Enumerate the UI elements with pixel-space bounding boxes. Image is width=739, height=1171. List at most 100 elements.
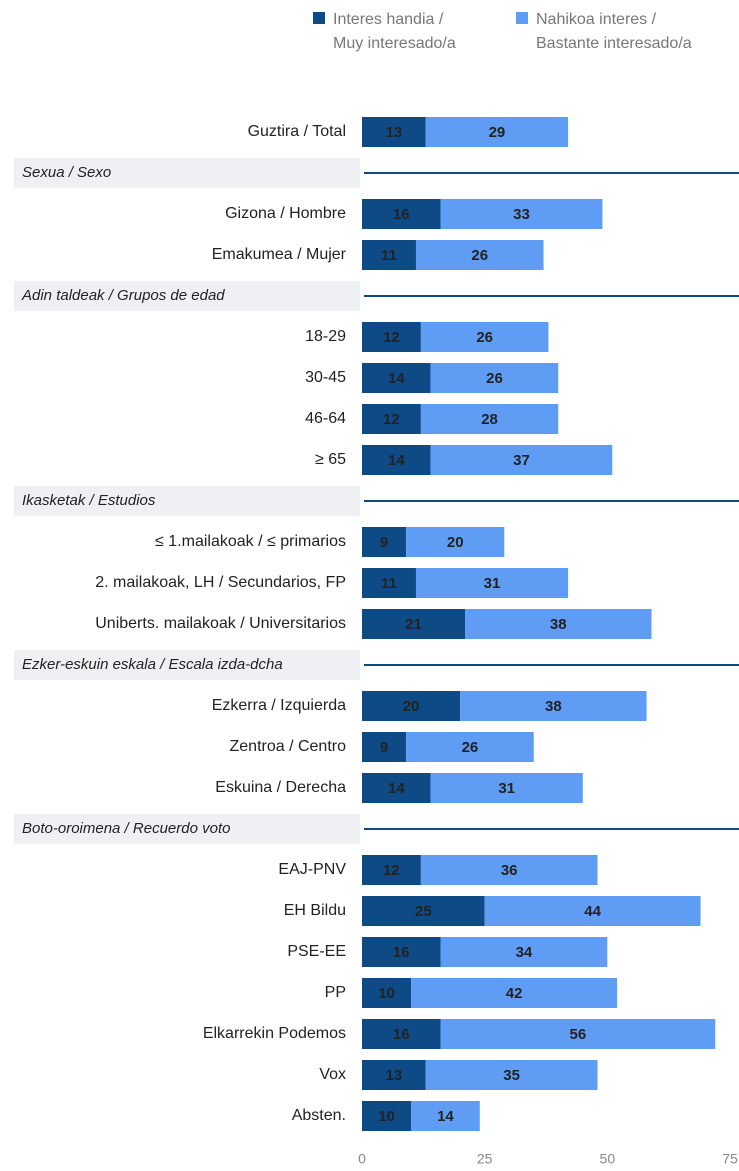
section-header: Sexua / Sexo <box>22 164 111 181</box>
value-label: 38 <box>545 698 562 715</box>
row-label: PP <box>325 984 346 1001</box>
bar-segment <box>362 855 421 885</box>
section-header-bg <box>14 281 360 311</box>
value-label: 26 <box>462 739 479 756</box>
bar-segment <box>484 896 701 926</box>
value-label: 12 <box>383 862 400 879</box>
row-label: 2. mailakoak, LH / Secundarios, FP <box>95 574 346 591</box>
bar-segment <box>440 199 603 229</box>
value-label: 25 <box>415 903 432 920</box>
row-label: Elkarrekin Podemos <box>203 1025 346 1042</box>
bar-segment <box>420 404 559 434</box>
row-label: Absten. <box>292 1107 346 1124</box>
row-label: EH Bildu <box>284 902 346 919</box>
value-label: 13 <box>386 1067 403 1084</box>
bar-segment <box>411 978 618 1008</box>
bar-segment <box>362 1019 441 1049</box>
row-label: Emakumea / Mujer <box>212 246 347 263</box>
row-label: Guztira / Total <box>248 123 346 140</box>
bar-segment <box>406 732 534 762</box>
value-label: 11 <box>381 575 397 592</box>
value-label: 26 <box>486 370 503 387</box>
x-tick-label: 50 <box>600 1151 616 1167</box>
value-label: 12 <box>383 329 400 346</box>
value-label: 38 <box>550 616 567 633</box>
bar-segment <box>425 117 569 147</box>
value-label: 34 <box>516 944 533 961</box>
row-label: EAJ-PNV <box>278 861 346 878</box>
bar-segment <box>440 937 608 967</box>
value-label: 14 <box>388 780 405 797</box>
bar-segment <box>406 527 505 557</box>
row-label: 30-45 <box>305 369 346 386</box>
bar-segment <box>460 691 647 721</box>
value-label: 31 <box>484 575 501 592</box>
bar-segment <box>415 568 569 598</box>
section-header-bg <box>14 650 360 680</box>
bar-segment <box>420 855 598 885</box>
value-label: 14 <box>388 452 405 469</box>
value-label: 21 <box>405 616 422 633</box>
value-label: 33 <box>513 206 530 223</box>
bar-segment <box>362 568 416 598</box>
bar-segment <box>362 1101 412 1131</box>
bar-segment <box>430 363 559 393</box>
value-label: 12 <box>383 411 400 428</box>
value-label: 26 <box>476 329 493 346</box>
bar-segment <box>362 199 441 229</box>
row-label: Zentroa / Centro <box>230 738 347 755</box>
x-tick-label: 75 <box>722 1151 738 1167</box>
row-label: 18-29 <box>305 328 346 345</box>
value-label: 13 <box>386 124 403 141</box>
bar-segment <box>362 937 441 967</box>
value-label: 16 <box>393 1026 410 1043</box>
bar-segment <box>362 978 412 1008</box>
bar-segment <box>411 1101 480 1131</box>
bar-segment <box>465 609 652 639</box>
value-label: 10 <box>378 985 395 1002</box>
bar-segment <box>362 732 407 762</box>
bar-segment <box>425 1060 598 1090</box>
value-label: 26 <box>471 247 488 264</box>
section-header: Ezker-eskuin eskala / Escala izda-dcha <box>22 656 283 673</box>
section-header: Ikasketak / Estudios <box>22 492 156 509</box>
value-label: 14 <box>437 1108 454 1125</box>
value-label: 16 <box>393 944 410 961</box>
bar-segment <box>420 322 549 352</box>
bar-segment <box>362 117 426 147</box>
bar-segment <box>440 1019 716 1049</box>
row-label: Eskuina / Derecha <box>215 779 346 796</box>
value-label: 35 <box>503 1067 520 1084</box>
row-label: ≥ 65 <box>315 451 346 468</box>
value-label: 16 <box>393 206 410 223</box>
bar-segment <box>362 404 421 434</box>
x-tick-label: 25 <box>477 1151 493 1167</box>
value-label: 9 <box>380 534 388 551</box>
x-tick-label: 0 <box>358 1151 366 1167</box>
bar-segment <box>362 240 416 270</box>
bar-segment <box>362 609 466 639</box>
legend-swatch <box>313 12 325 24</box>
value-label: 37 <box>513 452 530 469</box>
row-label: Gizona / Hombre <box>225 205 346 222</box>
bar-segment <box>415 240 544 270</box>
bar-segment <box>362 773 431 803</box>
row-label: ≤ 1.mailakoak / ≤ primarios <box>155 533 346 550</box>
value-label: 11 <box>381 247 397 264</box>
row-label: PSE-EE <box>287 943 346 960</box>
value-label: 20 <box>403 698 420 715</box>
legend-label: Interes handia / Muy interesado/a <box>333 11 456 52</box>
legend-label: Nahikoa interes / Bastante interesado/a <box>536 11 692 52</box>
value-label: 36 <box>501 862 518 879</box>
legend-swatch <box>516 12 528 24</box>
section-header-bg <box>14 486 360 516</box>
value-label: 28 <box>481 411 498 428</box>
bar-segment <box>430 445 613 475</box>
value-label: 44 <box>584 903 601 920</box>
bar-segment <box>362 322 421 352</box>
bar-segment <box>362 363 431 393</box>
value-label: 9 <box>380 739 388 756</box>
value-label: 10 <box>378 1108 395 1125</box>
bar-segment <box>362 527 407 557</box>
